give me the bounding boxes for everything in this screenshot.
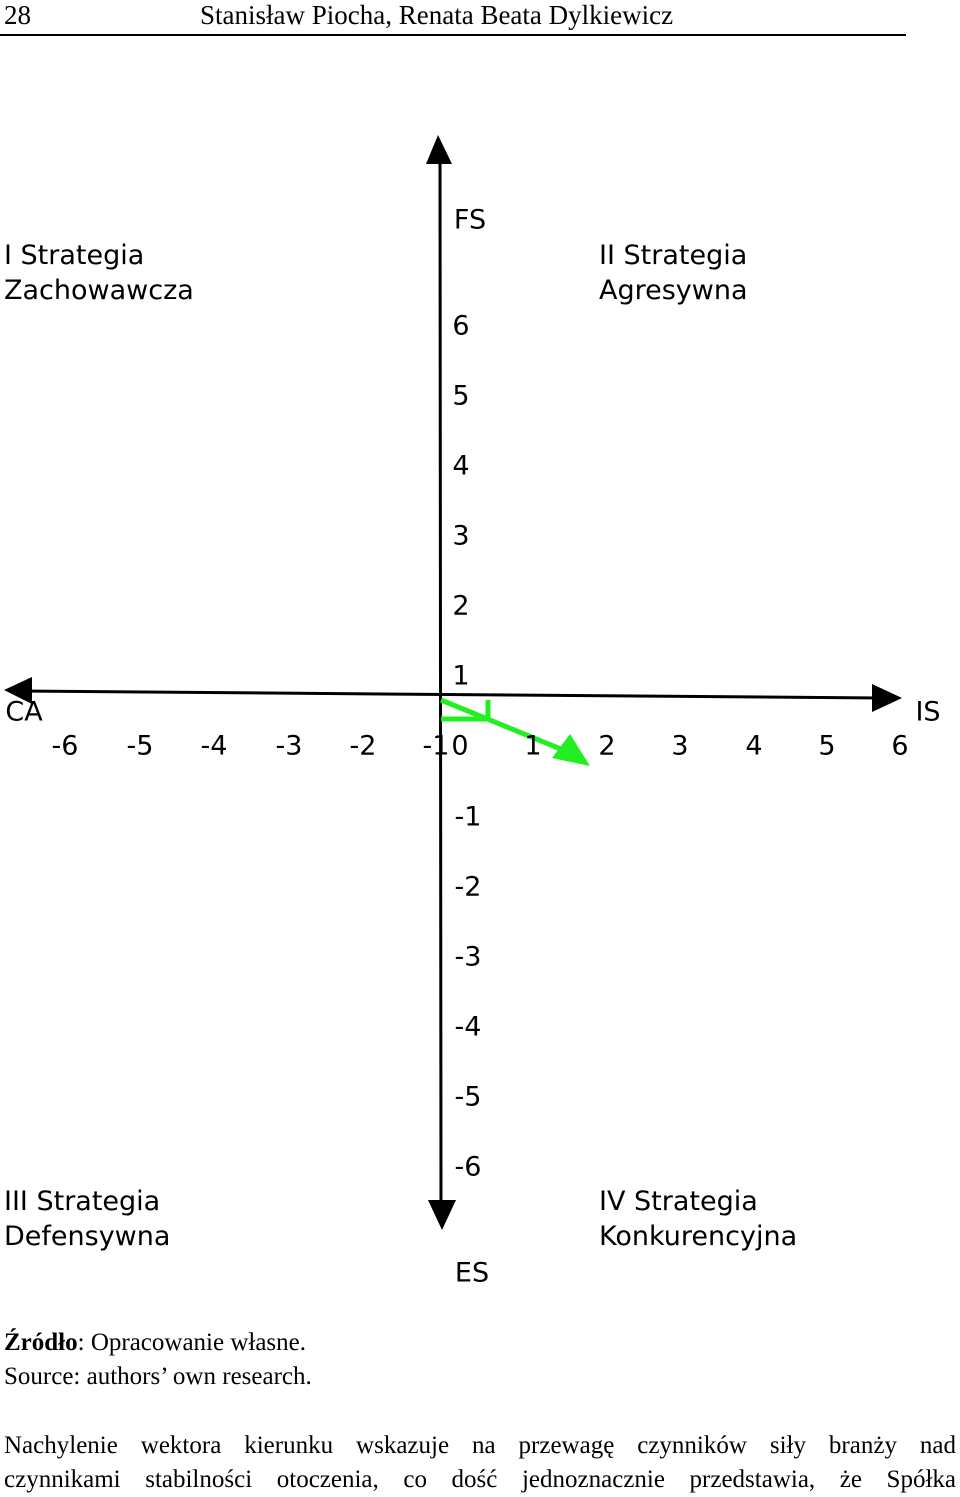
- vector: [440, 697, 569, 755]
- x-tick-label: 2: [598, 730, 616, 762]
- x-tick-label: 5: [818, 730, 836, 762]
- x-tick-label: -5: [126, 730, 154, 762]
- y-tick-label: 3: [452, 520, 470, 552]
- arrow-up: [426, 135, 452, 164]
- y-tick-label: -4: [454, 1011, 482, 1043]
- axis-label: IS: [915, 696, 941, 728]
- x-tick-label: -3: [275, 730, 303, 762]
- y-axis: [438, 149, 443, 1213]
- quadrant-label: IV Strategia: [599, 1186, 758, 1217]
- source-english: Source: authors’ own research.: [4, 1363, 312, 1390]
- y-tick-label: -6: [454, 1151, 482, 1183]
- y-tick-label: -5: [454, 1081, 482, 1113]
- source-label: Źródło: [4, 1329, 78, 1356]
- x-tick-label: -4: [200, 730, 228, 762]
- quadrant-label: III Strategia: [4, 1186, 161, 1217]
- x-tick-label: -6: [51, 730, 79, 762]
- running-head: Stanisław Piocha, Renata Beata Dylkiewic…: [200, 0, 674, 30]
- axis-label: ES: [454, 1257, 490, 1289]
- x-tick-label: 6: [891, 730, 909, 762]
- page-number: 28: [4, 0, 31, 30]
- axis-label: CA: [5, 696, 43, 728]
- x-tick-label: 1: [524, 730, 542, 762]
- y-tick-label: 6: [452, 310, 470, 342]
- y-tick-label: 2: [452, 590, 470, 622]
- source-line: Źródło: Opracowanie własne.: [4, 1326, 306, 1360]
- arrow-left: [4, 677, 32, 704]
- axis-label: FS: [453, 204, 487, 236]
- x-tick-label: -2: [349, 730, 377, 762]
- y-tick-label: 5: [452, 380, 470, 412]
- x-tick-label: 0: [451, 730, 469, 762]
- diagram: [4, 135, 902, 1230]
- y-tick-label: -2: [454, 871, 482, 903]
- source-text: : Opracowanie własne.: [77, 1329, 307, 1356]
- quadrant-label: I Strategia: [4, 240, 145, 271]
- x-tick-label: -1: [422, 730, 450, 762]
- x-tick-label: 4: [745, 730, 763, 762]
- header-rule: [0, 34, 906, 36]
- arrow-down: [428, 1200, 456, 1230]
- quadrant-label: II Strategia: [599, 240, 748, 271]
- body-line: Nachylenie wektora kierunku wskazuje na …: [4, 1432, 956, 1459]
- x-tick-label: 3: [671, 730, 689, 762]
- vector-head: [552, 734, 590, 766]
- body-line: czynnikami stabilności otoczenia, co doś…: [4, 1466, 956, 1493]
- y-tick-label: -1: [454, 801, 482, 833]
- quadrant-label: Agresywna: [599, 275, 748, 306]
- y-tick-label: 1: [452, 660, 470, 692]
- quadrant-label: Zachowawcza: [4, 275, 194, 306]
- arrow-right: [872, 684, 902, 712]
- x-axis: [19, 689, 881, 700]
- quadrant-label: Defensywna: [4, 1221, 171, 1252]
- y-tick-label: -3: [454, 941, 482, 973]
- y-tick-label: 4: [452, 450, 470, 482]
- quadrant-label: Konkurencyjna: [599, 1221, 798, 1252]
